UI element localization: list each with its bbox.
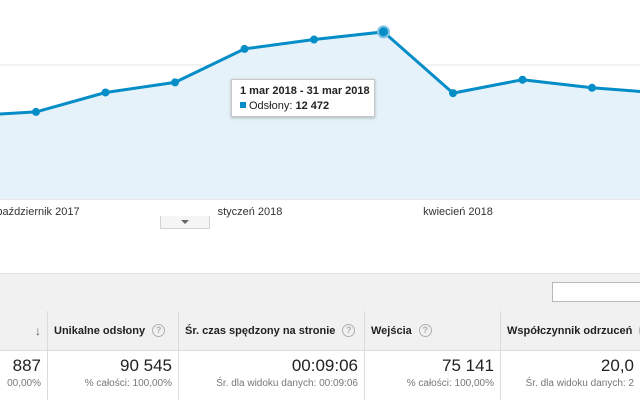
metric-sub: Śr. dla widoku danych: 2 <box>525 378 634 389</box>
col-header-sort[interactable]: ↓ <box>0 311 47 351</box>
chevron-down-icon <box>181 220 189 224</box>
col-body: 00:09:06 Śr. dla widoku danych: 00:09:06 <box>179 351 364 391</box>
series-points <box>32 25 596 116</box>
help-icon[interactable]: ? <box>152 324 166 337</box>
metric-value: 887 <box>12 356 41 375</box>
sort-down-arrow-icon: ↓ <box>35 323 41 338</box>
col-body: 887 00,00% <box>0 351 47 391</box>
metric-sub: % całości: 100,00% <box>406 378 494 389</box>
col-header-label: Współczynnik odrzuceń <box>507 324 633 337</box>
col-header[interactable]: Współczynnik odrzuceń ? <box>501 311 640 351</box>
collapse-chart-button[interactable] <box>160 216 210 229</box>
data-point[interactable] <box>588 83 596 92</box>
metric-value: 90 545 <box>120 356 172 375</box>
summary-table: ↓ 887 00,00% Unikalne odsłony ? 90 545 %… <box>0 311 640 400</box>
col-header-label: Wejścia <box>371 324 412 337</box>
col-header-label: Unikalne odsłony <box>54 324 146 337</box>
data-point[interactable] <box>240 44 249 53</box>
data-point-highlighted[interactable] <box>377 25 390 39</box>
metric-value: 20,0 <box>600 356 634 375</box>
data-point[interactable] <box>101 88 110 97</box>
x-tick-label: kwiecień 2018 <box>423 206 493 218</box>
metric-sub: Śr. dla widoku danych: 00:09:06 <box>216 378 358 389</box>
metric-value: 00:09:06 <box>291 356 358 375</box>
metric-sub: 00,00% <box>7 378 41 389</box>
x-axis-labels: październik 2017 styczeń 2018 kwiecień 201… <box>0 206 493 218</box>
table-search-input[interactable] <box>552 282 640 302</box>
tooltip-metric-label: Odsłony: <box>249 100 293 112</box>
col-body: 20,0 Śr. dla widoku danych: 2 <box>501 351 640 391</box>
x-tick-label: październik 2017 <box>0 206 80 218</box>
data-point[interactable] <box>518 75 527 84</box>
table-toolbar <box>0 273 640 311</box>
col-body: 75 141 % całości: 100,00% <box>365 351 500 391</box>
tooltip-title: 1 mar 2018 - 31 mar 2018 <box>240 85 370 97</box>
col-header[interactable]: Śr. czas spędzony na stronie ? <box>179 311 364 351</box>
col-body: 90 545 % całości: 100,00% <box>48 351 178 391</box>
chart-tooltip: 1 mar 2018 - 31 mar 2018 Odsłony: 12 472 <box>231 79 375 117</box>
x-tick-label: styczeń 2018 <box>218 206 283 218</box>
col-header[interactable]: Wejścia ? <box>365 311 500 351</box>
col-bounce-rate: Współczynnik odrzuceń ? 20,0 Śr. dla wid… <box>501 311 640 400</box>
data-point[interactable] <box>32 107 40 116</box>
data-point[interactable] <box>310 35 318 44</box>
col-header[interactable]: Unikalne odsłony ? <box>48 311 178 351</box>
data-point[interactable] <box>449 89 457 98</box>
help-icon[interactable]: ? <box>418 324 432 337</box>
metric-value: 75 141 <box>442 356 494 375</box>
series-color-swatch <box>240 102 246 108</box>
tooltip-row: Odsłony: 12 472 <box>240 100 366 112</box>
col-unique-pageviews: Unikalne odsłony ? 90 545 % całości: 100… <box>48 311 179 400</box>
chart-area: październik 2017 styczeń 2018 kwiecień 201… <box>0 25 640 229</box>
col-entrances: Wejścia ? 75 141 % całości: 100,00% <box>365 311 501 400</box>
col-header-label: Śr. czas spędzony na stronie <box>185 324 336 337</box>
metric-sub: % całości: 100,00% <box>84 378 172 389</box>
col-avg-time: Śr. czas spędzony na stronie ? 00:09:06 … <box>179 311 365 400</box>
help-icon[interactable]: ? <box>342 324 356 337</box>
col-pageviews: ↓ 887 00,00% <box>0 311 48 400</box>
tooltip-metric-value: 12 472 <box>295 100 330 112</box>
data-point[interactable] <box>171 78 179 87</box>
